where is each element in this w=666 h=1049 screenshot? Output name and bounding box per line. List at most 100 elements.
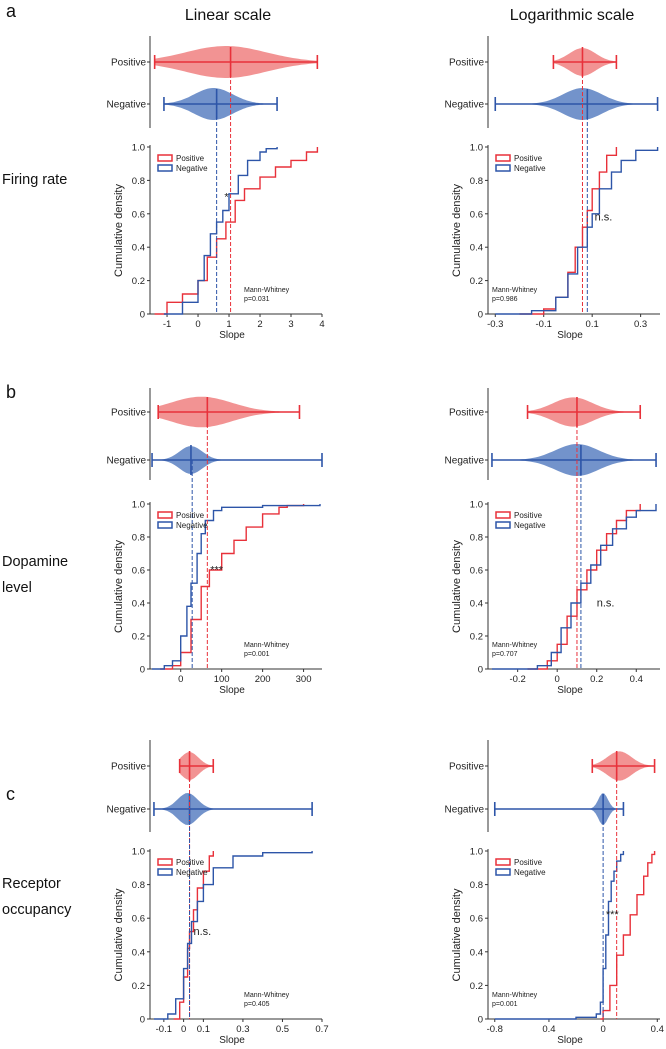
- y-tick-label: 0: [478, 310, 483, 321]
- legend-swatch-negative: [495, 868, 511, 876]
- ecdf-negative: [163, 147, 278, 315]
- legend-swatch-positive: [495, 511, 511, 519]
- y-tick-label: 1.0: [470, 143, 483, 154]
- stat-test-label: Mann-Whitney: [492, 287, 538, 294]
- y-tick-label: 0.6: [470, 914, 483, 925]
- x-tick-label: 4: [319, 319, 324, 330]
- p-value-label: p=0.031: [244, 296, 270, 303]
- stat-test-label: Mann-Whitney: [244, 642, 290, 649]
- legend-label-positive: Positive: [176, 858, 205, 867]
- y-axis-label: Cumulative density: [451, 888, 463, 981]
- violin-body-negative: [152, 446, 322, 474]
- ecdf-positive: [600, 851, 656, 1020]
- y-tick-label: 0.2: [470, 632, 483, 643]
- violin-label-positive: Positive: [111, 408, 146, 419]
- x-axis-label: Slope: [219, 685, 245, 696]
- x-tick-label: 0.4: [630, 674, 643, 685]
- y-tick-label: 0: [140, 665, 145, 676]
- legend-swatch-positive: [157, 858, 173, 866]
- ecdf-negative: [492, 504, 657, 670]
- x-tick-label: 0: [555, 674, 560, 685]
- y-tick-label: 0: [140, 1015, 145, 1026]
- legend-swatch-positive: [157, 511, 173, 519]
- row-label: level: [2, 580, 32, 596]
- x-tick-label: 2: [257, 319, 262, 330]
- stat-test-label: Mann-Whitney: [244, 287, 290, 294]
- legend-swatch-positive: [495, 858, 511, 866]
- violin-label-negative: Negative: [107, 805, 147, 816]
- significance-marker: ***: [210, 564, 224, 576]
- violin-label-positive: Positive: [449, 762, 484, 773]
- y-tick-label: 0.8: [132, 176, 145, 187]
- x-axis-label: Slope: [557, 330, 583, 341]
- x-axis-label: Slope: [557, 1035, 583, 1046]
- legend-swatch-negative: [157, 164, 173, 172]
- panel-letter: b: [6, 382, 16, 402]
- y-tick-label: 0.2: [470, 981, 483, 992]
- y-tick-label: 1.0: [470, 500, 483, 511]
- y-tick-label: 0.2: [132, 981, 145, 992]
- x-tick-label: 0.4: [542, 1024, 555, 1035]
- violin-label-negative: Negative: [445, 456, 485, 467]
- violin-label-positive: Positive: [449, 58, 484, 69]
- stat-test-label: Mann-Whitney: [492, 992, 538, 999]
- x-tick-label: -1: [163, 319, 171, 330]
- x-axis-label: Slope: [219, 1035, 245, 1046]
- legend-swatch-positive: [495, 154, 511, 162]
- violin-label-negative: Negative: [107, 100, 147, 111]
- p-value-label: p=0.001: [244, 651, 270, 658]
- violin-label-positive: Positive: [111, 58, 146, 69]
- legend-label-positive: Positive: [176, 511, 205, 520]
- y-tick-label: 1.0: [470, 847, 483, 858]
- x-tick-label: -0.1: [536, 319, 552, 330]
- x-axis-label: Slope: [219, 330, 245, 341]
- row-label: Dopamine: [2, 554, 68, 570]
- x-tick-label: 300: [296, 674, 312, 685]
- legend-label-negative: Negative: [176, 868, 208, 877]
- violin-body-negative: [154, 793, 313, 825]
- violin-label-positive: Positive: [449, 408, 484, 419]
- x-tick-label: 3: [288, 319, 293, 330]
- legend-swatch-negative: [495, 521, 511, 529]
- legend-label-positive: Positive: [514, 154, 543, 163]
- significance-marker: n.s.: [193, 926, 211, 938]
- y-tick-label: 1.0: [132, 143, 145, 154]
- ecdf-negative: [494, 851, 625, 1020]
- panel-3: bDopaminelevelPositiveNegative00.20.40.6…: [2, 382, 323, 696]
- legend-label-negative: Negative: [514, 164, 546, 173]
- y-axis-label: Cumulative density: [113, 540, 125, 633]
- y-tick-label: 0.4: [470, 599, 483, 610]
- y-tick-label: 0.4: [132, 947, 145, 958]
- legend-label-positive: Positive: [514, 858, 543, 867]
- legend-swatch-negative: [157, 521, 173, 529]
- ecdf-negative: [154, 851, 313, 1020]
- x-tick-label: 0.2: [590, 674, 603, 685]
- violin-label-negative: Negative: [445, 100, 485, 111]
- x-tick-label: 0.1: [197, 1024, 210, 1035]
- x-tick-label: -0.8: [487, 1024, 503, 1035]
- p-value-label: p=0.001: [492, 1001, 518, 1008]
- y-tick-label: 0.8: [470, 880, 483, 891]
- x-tick-label: 100: [214, 674, 230, 685]
- legend-swatch-negative: [495, 164, 511, 172]
- x-tick-label: -0.2: [509, 674, 525, 685]
- y-axis-label: Cumulative density: [451, 540, 463, 633]
- ecdf-positive: [527, 504, 641, 670]
- legend-label-negative: Negative: [514, 521, 546, 530]
- violin-label-negative: Negative: [107, 456, 147, 467]
- y-axis-label: Cumulative density: [451, 184, 463, 277]
- y-tick-label: 0.6: [470, 209, 483, 220]
- ecdf-positive: [154, 147, 319, 315]
- x-tick-label: 0.3: [634, 319, 647, 330]
- y-tick-label: 1.0: [132, 847, 145, 858]
- y-tick-label: 0.4: [132, 243, 145, 254]
- y-axis-label: Cumulative density: [113, 184, 125, 277]
- x-tick-label: -0.3: [487, 319, 503, 330]
- y-tick-label: 0.6: [132, 914, 145, 925]
- stat-test-label: Mann-Whitney: [244, 992, 290, 999]
- ecdf-negative: [152, 504, 321, 670]
